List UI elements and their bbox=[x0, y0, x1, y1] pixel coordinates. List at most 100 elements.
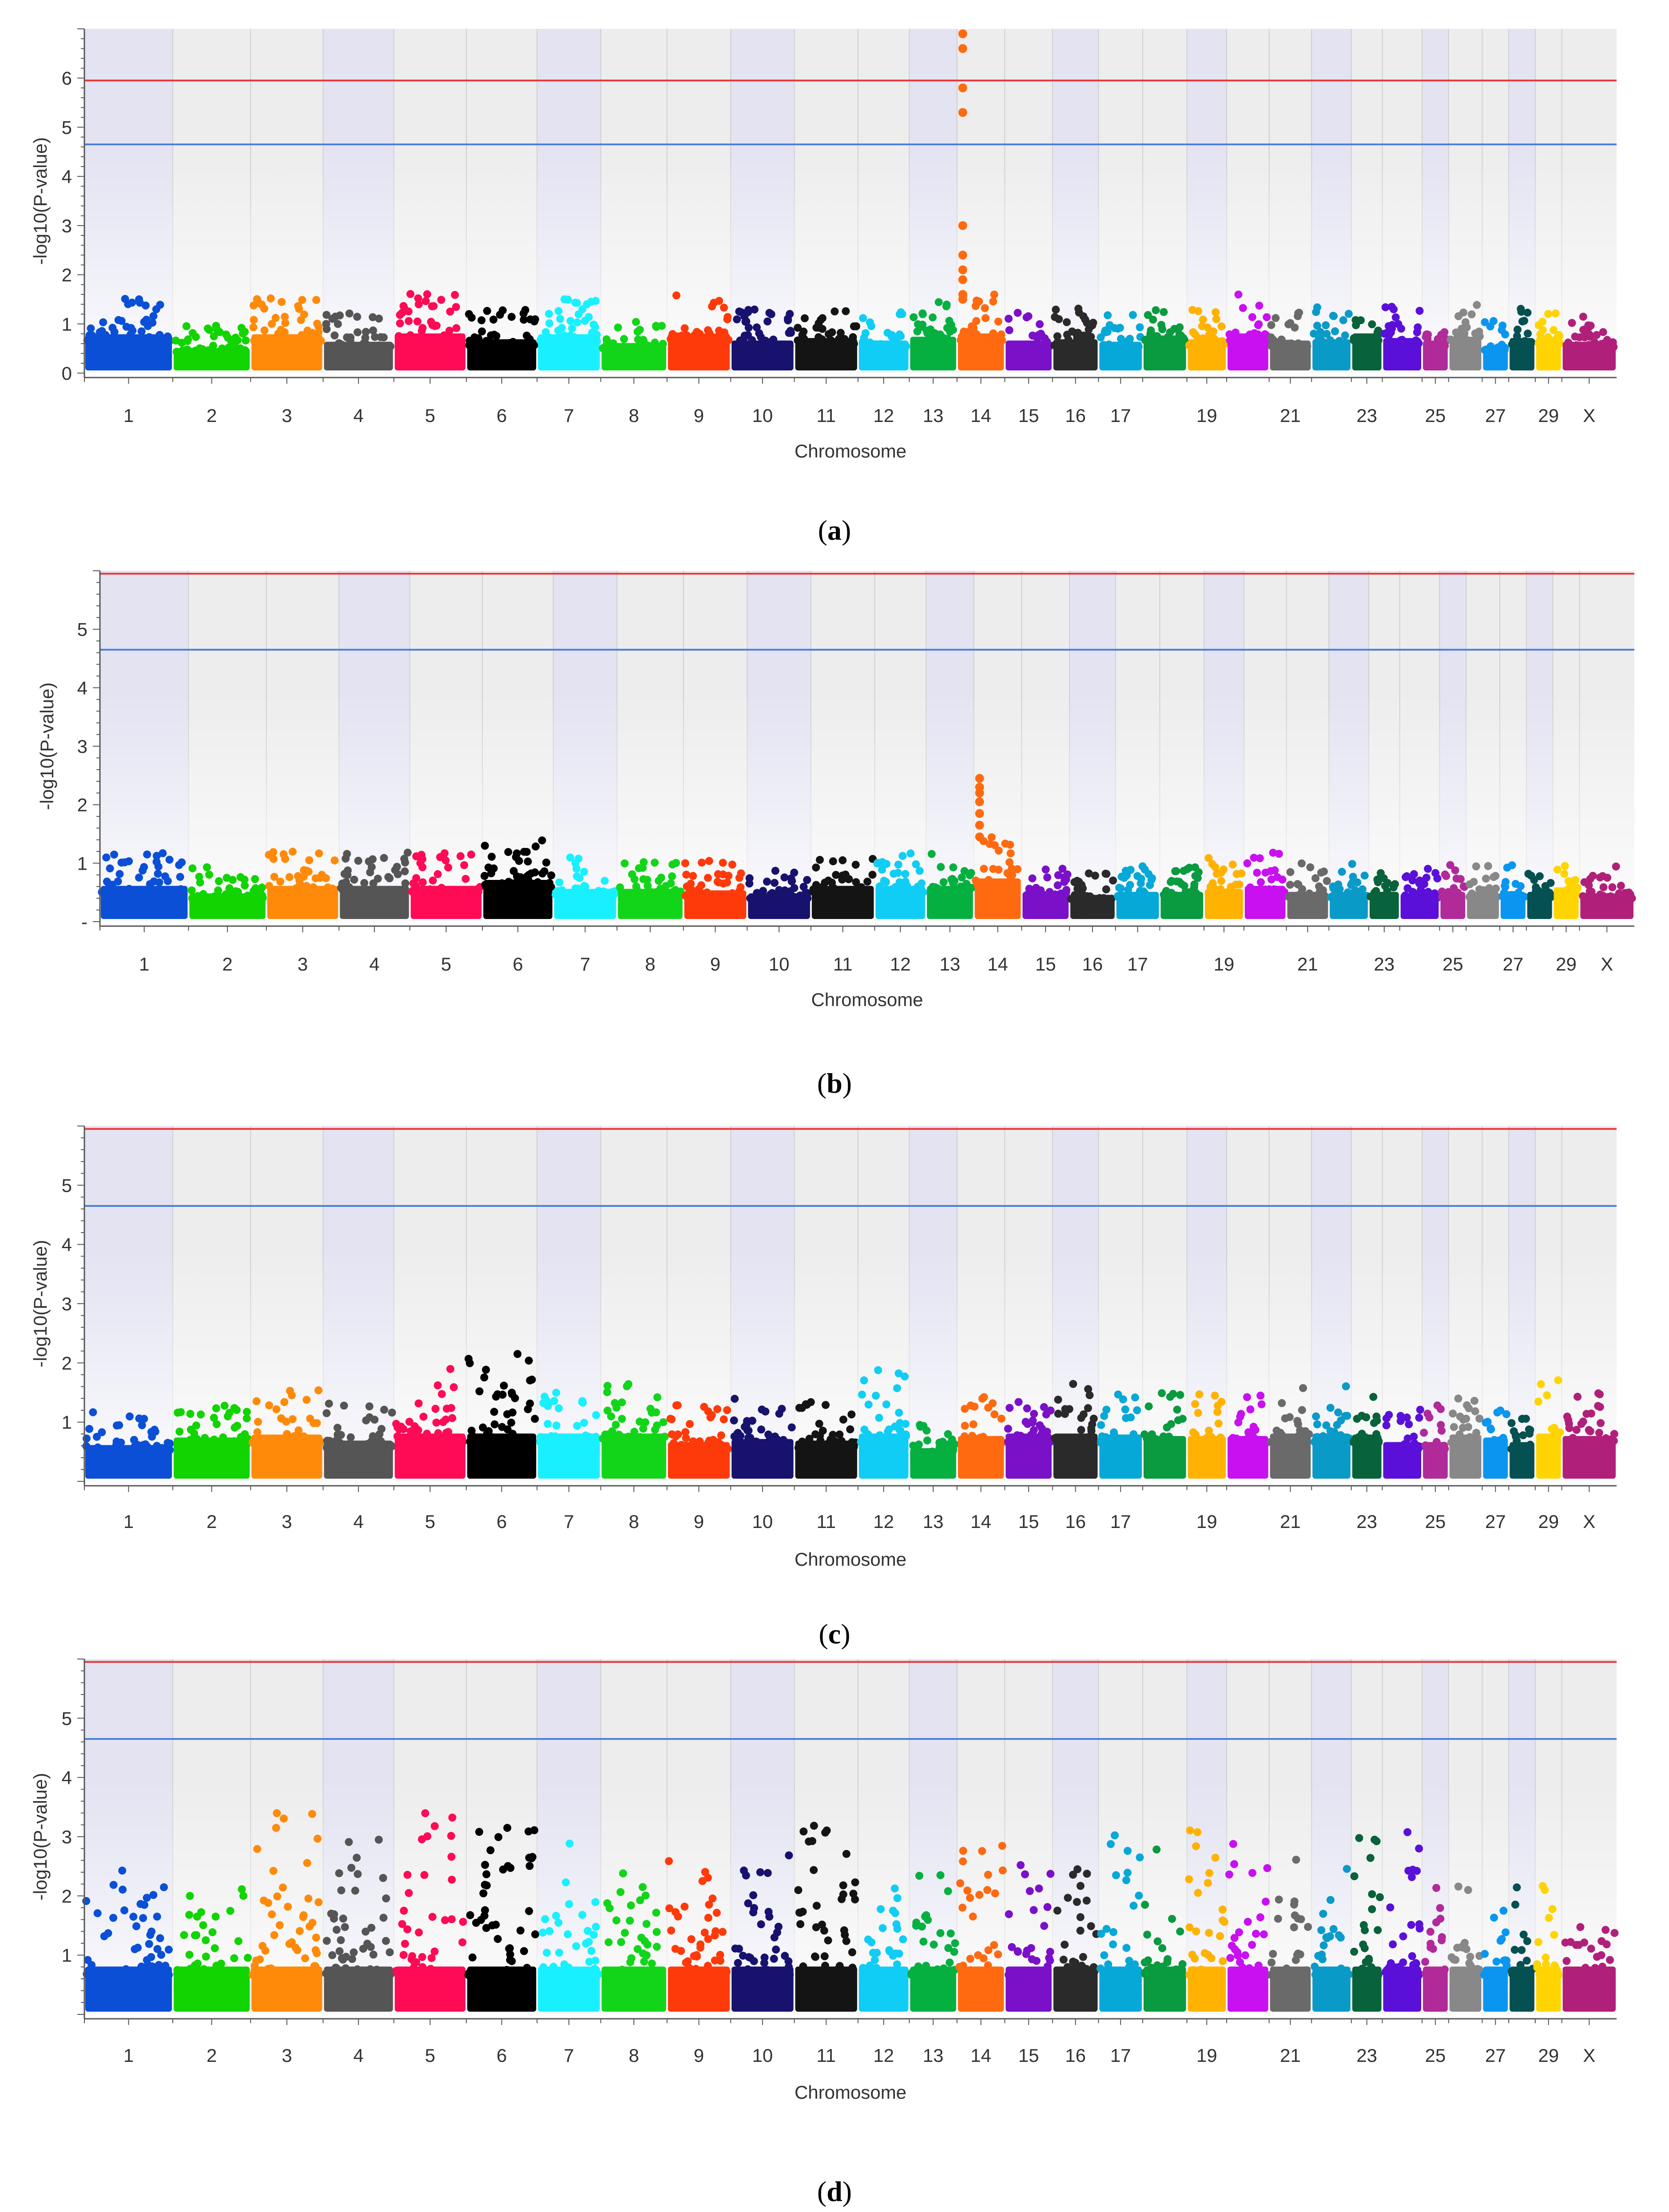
snp-point bbox=[837, 1437, 846, 1445]
snp-point bbox=[1217, 877, 1225, 885]
snp-point bbox=[595, 891, 604, 899]
snp-point bbox=[191, 346, 200, 355]
snp-point bbox=[1054, 1396, 1062, 1404]
snp-point bbox=[420, 1971, 429, 1979]
snp-point bbox=[875, 885, 884, 893]
snp-point bbox=[1248, 1440, 1256, 1448]
snp-point bbox=[991, 1889, 999, 1898]
snp-point bbox=[180, 1931, 188, 1939]
snp-point bbox=[1073, 884, 1082, 893]
snp-point bbox=[930, 1940, 938, 1949]
snp-point bbox=[1472, 862, 1480, 871]
snp-point bbox=[659, 1418, 668, 1426]
snp-point bbox=[872, 1392, 880, 1400]
snp-point bbox=[989, 329, 997, 338]
snp-point bbox=[1348, 860, 1356, 868]
snp-point bbox=[431, 1404, 440, 1413]
snp-point bbox=[1340, 892, 1349, 900]
snp-point bbox=[771, 1432, 779, 1441]
snp-point bbox=[192, 1435, 201, 1443]
snp-point bbox=[735, 891, 743, 900]
snp-point bbox=[1275, 850, 1283, 858]
snp-point bbox=[660, 1432, 669, 1441]
snp-point bbox=[399, 1951, 408, 1959]
snp-point bbox=[375, 341, 383, 350]
snp-point bbox=[902, 1430, 910, 1439]
snp-point bbox=[446, 307, 454, 316]
snp-point bbox=[1122, 1414, 1130, 1422]
snp-point bbox=[1032, 883, 1040, 892]
snp-point bbox=[835, 1430, 844, 1439]
snp-point bbox=[202, 894, 211, 903]
snp-point bbox=[585, 1432, 593, 1441]
snp-point bbox=[1501, 890, 1510, 898]
snp-point bbox=[1119, 1395, 1127, 1404]
snp-point bbox=[330, 331, 339, 340]
snp-point bbox=[1036, 320, 1044, 328]
snp-point bbox=[545, 319, 554, 327]
snp-point bbox=[404, 307, 413, 316]
snp-point bbox=[421, 297, 430, 305]
snp-point bbox=[480, 1373, 489, 1382]
snp-point bbox=[1179, 334, 1188, 342]
snp-point bbox=[122, 322, 131, 331]
snp-point bbox=[1150, 892, 1159, 900]
snp-point bbox=[441, 1438, 449, 1446]
snp-point bbox=[1239, 335, 1248, 343]
snp-point bbox=[859, 1964, 867, 1972]
snp-point bbox=[1353, 1415, 1361, 1423]
snp-point bbox=[98, 1428, 106, 1436]
snp-point bbox=[974, 1951, 982, 1959]
snp-point bbox=[342, 878, 350, 886]
snp-point bbox=[944, 1944, 953, 1952]
snp-point bbox=[1572, 1426, 1581, 1434]
snp-point bbox=[1323, 330, 1331, 338]
snp-point bbox=[1322, 1421, 1331, 1429]
snp-point bbox=[893, 1384, 901, 1392]
snp-point bbox=[1577, 1420, 1586, 1428]
snp-point bbox=[242, 1408, 251, 1416]
snp-point bbox=[1063, 870, 1072, 879]
snp-point bbox=[277, 888, 285, 896]
snp-point bbox=[1342, 1382, 1350, 1391]
snp-point bbox=[405, 1417, 413, 1426]
snp-point bbox=[1017, 1861, 1025, 1870]
snp-point bbox=[153, 337, 162, 345]
snp-point bbox=[1005, 1910, 1013, 1918]
peak-snp-point bbox=[975, 797, 984, 807]
snp-point bbox=[555, 878, 564, 887]
snp-point bbox=[1269, 848, 1277, 857]
snp-point bbox=[1484, 862, 1492, 870]
x-tick-label: 3 bbox=[282, 405, 292, 426]
snp-point bbox=[147, 1927, 156, 1936]
snp-point bbox=[1213, 1408, 1222, 1416]
snp-point-cluster bbox=[324, 1966, 393, 2012]
snp-point bbox=[573, 318, 581, 326]
snp-point bbox=[695, 330, 704, 338]
snp-point bbox=[984, 1946, 993, 1954]
snp-point bbox=[1170, 325, 1179, 333]
snp-point bbox=[890, 1884, 899, 1893]
snp-point bbox=[418, 1953, 426, 1961]
snp-point bbox=[417, 1835, 426, 1844]
snp-point bbox=[301, 1954, 309, 1962]
snp-point bbox=[733, 340, 741, 349]
snp-point bbox=[279, 850, 288, 859]
snp-point bbox=[636, 1970, 644, 1979]
snp-point bbox=[566, 317, 575, 325]
snp-point bbox=[1472, 893, 1480, 901]
snp-point bbox=[292, 884, 300, 893]
snp-point bbox=[1148, 874, 1156, 883]
x-tick-label: 29 bbox=[1556, 954, 1577, 975]
snp-point bbox=[640, 1957, 648, 1966]
snp-point bbox=[83, 1967, 92, 1976]
snp-point bbox=[332, 1926, 341, 1934]
snp-point bbox=[1312, 1412, 1320, 1420]
snp-point bbox=[285, 1940, 294, 1948]
snp-point bbox=[1294, 309, 1303, 318]
snp-point bbox=[343, 333, 351, 342]
snp-point bbox=[1408, 876, 1417, 885]
snp-point bbox=[97, 1446, 106, 1454]
snp-point bbox=[1296, 1438, 1305, 1446]
